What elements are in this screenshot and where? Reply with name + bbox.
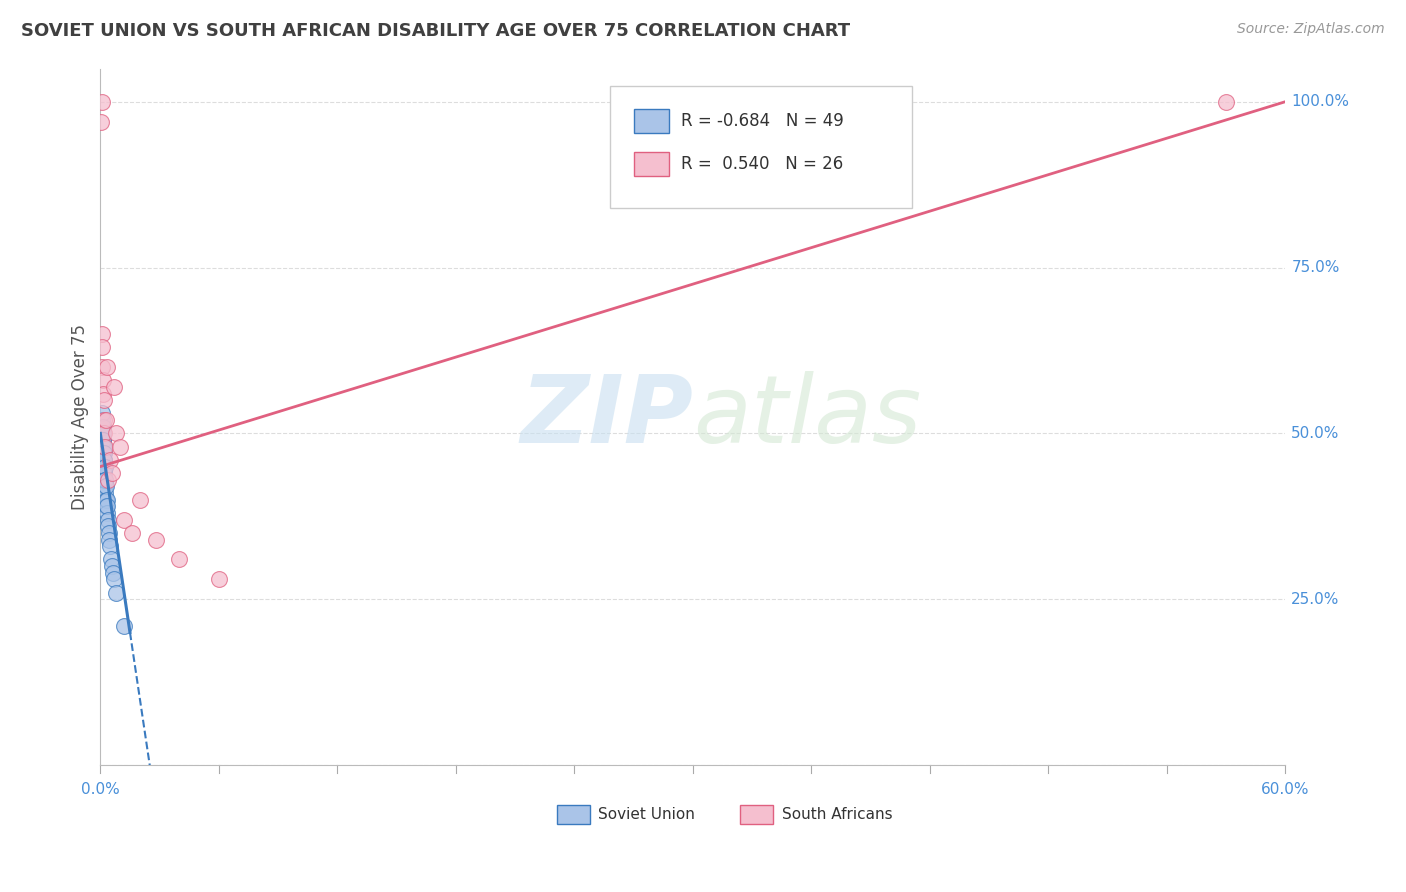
Point xyxy=(108,440,131,454)
Text: 60.0%: 60.0% xyxy=(1261,781,1309,797)
Point xyxy=(93,426,115,441)
Text: R = -0.684   N = 49: R = -0.684 N = 49 xyxy=(681,112,844,129)
Point xyxy=(112,619,135,633)
Point xyxy=(91,446,114,460)
Point xyxy=(145,533,167,547)
FancyBboxPatch shape xyxy=(610,86,912,208)
Point xyxy=(93,440,115,454)
Point xyxy=(101,559,124,574)
Point xyxy=(91,419,114,434)
Point xyxy=(105,426,128,441)
Point xyxy=(103,380,125,394)
Point xyxy=(96,500,118,514)
Point xyxy=(91,440,114,454)
Text: atlas: atlas xyxy=(693,371,921,462)
Point xyxy=(94,440,117,454)
Point xyxy=(103,572,125,586)
Text: ZIP: ZIP xyxy=(520,371,693,463)
Point xyxy=(94,473,117,487)
Point xyxy=(94,479,117,493)
Point xyxy=(91,386,114,401)
Point xyxy=(93,459,115,474)
Point xyxy=(93,453,115,467)
Point xyxy=(93,446,115,460)
Text: 75.0%: 75.0% xyxy=(1291,260,1340,275)
Point xyxy=(97,473,120,487)
Bar xyxy=(557,805,589,824)
Text: Soviet Union: Soviet Union xyxy=(598,807,695,822)
Point xyxy=(91,359,114,374)
Point xyxy=(90,326,112,341)
Point xyxy=(91,446,114,460)
Bar xyxy=(741,805,773,824)
Point xyxy=(128,492,150,507)
Point xyxy=(91,340,114,354)
Point xyxy=(93,453,115,467)
Point xyxy=(97,525,120,540)
Point xyxy=(169,552,191,566)
Point xyxy=(91,426,114,441)
Point xyxy=(105,585,128,599)
Point xyxy=(121,525,143,540)
Point xyxy=(93,473,115,487)
Point xyxy=(91,440,114,454)
Point xyxy=(91,453,114,467)
Text: South Africans: South Africans xyxy=(782,807,893,822)
Point xyxy=(93,413,115,427)
Point xyxy=(90,413,112,427)
Point xyxy=(91,413,114,427)
Point xyxy=(93,466,115,480)
Bar xyxy=(634,153,669,177)
Point xyxy=(96,492,118,507)
Bar xyxy=(634,109,669,133)
Point xyxy=(93,393,115,408)
Point xyxy=(91,373,114,387)
Point xyxy=(91,433,114,447)
Text: SOVIET UNION VS SOUTH AFRICAN DISABILITY AGE OVER 75 CORRELATION CHART: SOVIET UNION VS SOUTH AFRICAN DISABILITY… xyxy=(21,22,851,40)
Point xyxy=(96,359,118,374)
Point xyxy=(94,486,117,500)
Point xyxy=(94,479,117,493)
Point xyxy=(1215,95,1237,109)
Point xyxy=(98,453,121,467)
Text: 0.0%: 0.0% xyxy=(82,781,120,797)
Point xyxy=(91,440,114,454)
Point xyxy=(91,433,114,447)
Point xyxy=(96,413,118,427)
Point xyxy=(100,552,122,566)
Point xyxy=(101,466,124,480)
Point xyxy=(98,539,121,553)
Text: Source: ZipAtlas.com: Source: ZipAtlas.com xyxy=(1237,22,1385,37)
Point xyxy=(91,407,114,421)
Text: 25.0%: 25.0% xyxy=(1291,591,1340,607)
Point xyxy=(90,114,112,128)
Text: R =  0.540   N = 26: R = 0.540 N = 26 xyxy=(681,155,844,173)
Point xyxy=(91,426,114,441)
Point xyxy=(93,459,115,474)
Point xyxy=(90,95,112,109)
Point xyxy=(93,466,115,480)
Point xyxy=(112,513,135,527)
Point xyxy=(94,492,117,507)
Point xyxy=(91,426,114,441)
Point xyxy=(97,519,120,533)
Point xyxy=(91,433,114,447)
Point xyxy=(90,426,112,441)
Point xyxy=(94,473,117,487)
Point xyxy=(91,446,114,460)
Point xyxy=(96,500,118,514)
Y-axis label: Disability Age Over 75: Disability Age Over 75 xyxy=(72,324,89,510)
Point xyxy=(98,533,121,547)
Text: 50.0%: 50.0% xyxy=(1291,425,1340,441)
Point xyxy=(103,566,125,580)
Point xyxy=(208,572,231,586)
Point xyxy=(97,513,120,527)
Text: 100.0%: 100.0% xyxy=(1291,95,1350,109)
Point xyxy=(91,419,114,434)
Point xyxy=(96,506,118,520)
